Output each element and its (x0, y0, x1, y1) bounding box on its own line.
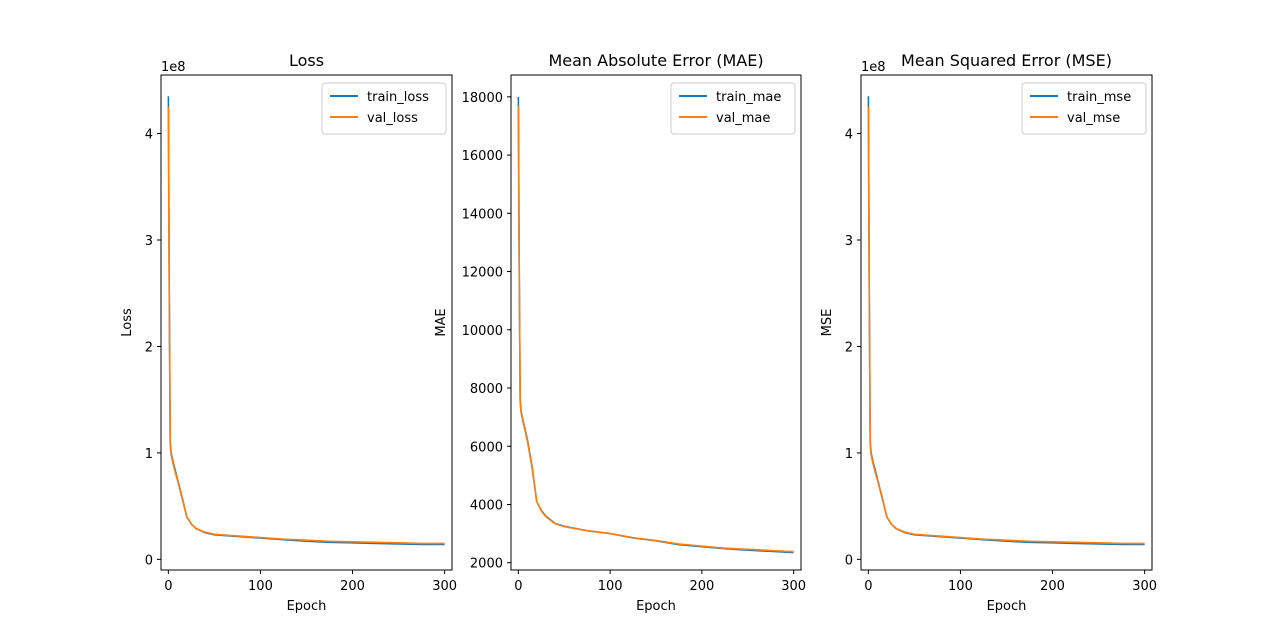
chart-3-xtick-label: 100 (948, 579, 973, 594)
chart-3-offset-label: 1e8 (861, 60, 886, 75)
chart-2-xtick-label: 0 (514, 579, 522, 594)
chart-1-title: Loss (289, 51, 324, 70)
chart-1-ytick-label: 1 (145, 447, 153, 462)
chart-1-ytick-label: 3 (145, 234, 153, 249)
chart-2-axes-frame (510, 74, 802, 571)
chart-3-ytick-label: 1 (845, 447, 853, 462)
chart-2-ytick-label: 2000 (470, 557, 503, 572)
chart-3-series-val-mse-line (867, 106, 1145, 545)
chart-1-xtick-label: 300 (432, 579, 457, 594)
chart-1-ytick-label: 2 (145, 340, 153, 355)
chart-3-xtick-label: 0 (864, 579, 872, 594)
chart-1-series-val-loss-line (167, 106, 445, 545)
chart-2-ytick-label: 12000 (462, 266, 503, 281)
chart-2-ytick-label: 4000 (470, 498, 503, 513)
chart-1-xtick-label: 100 (248, 579, 273, 594)
chart-2-ytick-label: 6000 (470, 440, 503, 455)
chart-2-series-val-mae-line (517, 105, 794, 553)
chart-2-ytick-label: 14000 (462, 207, 503, 222)
chart-2-legend: train_mae val_mae (670, 82, 796, 135)
chart-3-ytick-label: 3 (845, 234, 853, 249)
chart-3-ytick-label: 0 (845, 553, 853, 568)
chart-2-xtick-label: 300 (781, 579, 806, 594)
chart-1-xtick-label: 0 (164, 579, 172, 594)
chart-1-ylabel: Loss (120, 308, 135, 337)
chart-2-ytick-label: 16000 (462, 149, 503, 164)
chart-2-title: Mean Absolute Error (MAE) (548, 51, 763, 70)
chart-2-xtick-label: 100 (598, 579, 623, 594)
chart-1-legend: train_loss val_loss (321, 82, 447, 135)
chart-2-ytick-label: 8000 (470, 382, 503, 397)
chart-1-axes-frame (160, 74, 453, 571)
chart-3-xtick-label: 300 (1132, 579, 1157, 594)
chart-1-legend-label-train-loss: train_loss (367, 90, 429, 105)
chart-3-legend-label-val-mse: val_mse (1067, 111, 1120, 126)
chart-3-legend: train_mse val_mse (1021, 82, 1147, 135)
chart-2-legend-label-val-mae: val_mae (716, 111, 770, 126)
chart-2-legend-label-train-mae: train_mae (716, 90, 781, 105)
chart-1-offset-label: 1e8 (161, 60, 186, 75)
chart-3-xlabel: Epoch (987, 599, 1027, 614)
chart-1-ytick-label: 0 (145, 553, 153, 568)
chart-3-ylabel: MSE (820, 309, 835, 337)
chart-2-ylabel: MAE (434, 308, 449, 336)
chart-3-title: Mean Squared Error (MSE) (901, 51, 1112, 70)
chart-1: Loss 0 100 200 300 0 1 2 3 4 Epoch Loss 1e8 train_los… (120, 51, 457, 614)
chart-1-legend-label-val-loss: val_loss (367, 111, 418, 126)
chart-2-xtick-label: 200 (689, 579, 714, 594)
chart-3: Mean Squared Error (MSE) 0 100 200 300 0 1 2 3 4 E… (820, 51, 1157, 614)
chart-2-ytick-label: 18000 (462, 91, 503, 106)
chart-3-xtick-label: 200 (1040, 579, 1065, 594)
chart-3-ytick-label: 2 (845, 340, 853, 355)
chart-2-xlabel: Epoch (636, 599, 676, 614)
chart-3-ytick-label: 4 (845, 128, 853, 143)
chart-1-ytick-label: 4 (145, 128, 153, 143)
chart-1-xlabel: Epoch (287, 599, 327, 614)
chart-2-ytick-label: 10000 (462, 324, 503, 339)
chart-1-xtick-label: 200 (340, 579, 365, 594)
chart-3-legend-label-train-mse: train_mse (1067, 90, 1131, 105)
chart-3-axes-frame (860, 74, 1153, 571)
chart-2: Mean Absolute Error (MAE) 0 100 200 300 2000 4… (434, 51, 806, 614)
